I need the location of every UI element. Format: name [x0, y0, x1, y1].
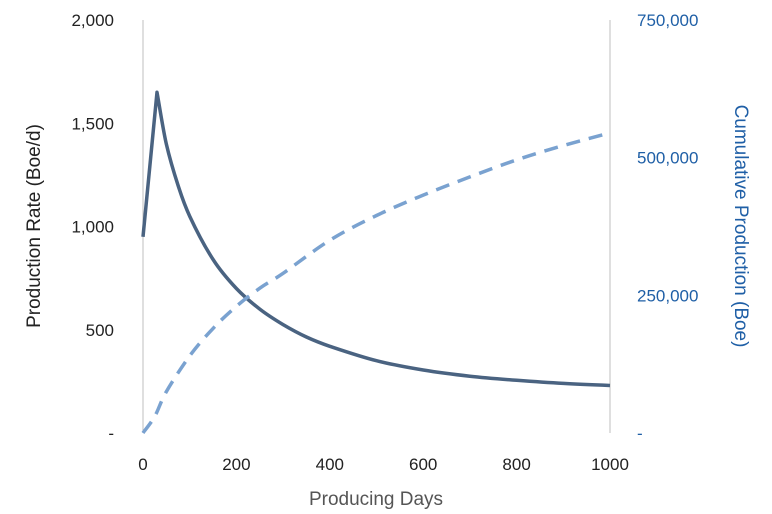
y-left-tick-label: 1,500 [71, 114, 114, 133]
y-axis-right-title: Cumulative Production (Boe) [730, 105, 751, 348]
tick-labels: 0 200 400 600 800 1000-5001,0001,5002,000-250… [71, 11, 698, 474]
series-lines [141, 90, 611, 435]
y-left-tick-label: 2,000 [71, 11, 114, 30]
y-left-tick-label: 1,000 [71, 218, 114, 237]
x-tick-label: 800 [502, 455, 530, 474]
y-left-tick-label: 500 [86, 321, 114, 340]
axes [142, 20, 611, 433]
y-left-tick-label: - [108, 424, 114, 443]
x-tick-label: 0 [138, 455, 147, 474]
y-right-tick-label: - [637, 424, 643, 443]
y-axis-left-title: Production Rate (Boe/d) [24, 124, 45, 328]
x-tick-label: 400 [316, 455, 344, 474]
y-right-tick-label: 250,000 [637, 286, 698, 305]
x-tick-label: 600 [409, 455, 437, 474]
x-axis-title: Producing Days [309, 489, 443, 510]
x-tick-label: 1000 [591, 455, 629, 474]
production-rate-line [141, 90, 611, 388]
cumulative-production-line [141, 131, 611, 435]
y-right-tick-label: 750,000 [637, 11, 698, 30]
y-right-tick-label: 500,000 [637, 149, 698, 168]
x-tick-label: 200 [222, 455, 250, 474]
